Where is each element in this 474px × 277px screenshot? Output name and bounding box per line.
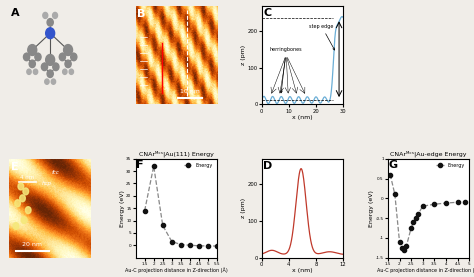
Circle shape xyxy=(41,63,47,71)
Line: Energy: Energy xyxy=(388,173,467,252)
X-axis label: Au-C projection distance in Z-direction (Å): Au-C projection distance in Z-direction … xyxy=(377,267,474,273)
Circle shape xyxy=(46,55,55,65)
Text: A: A xyxy=(11,7,20,17)
Circle shape xyxy=(46,28,55,39)
Text: 20 nm: 20 nm xyxy=(22,242,42,247)
Energy xyxy=(415,212,421,216)
Circle shape xyxy=(27,69,31,75)
Energy xyxy=(205,244,211,248)
Energy xyxy=(214,244,220,248)
Circle shape xyxy=(63,69,67,75)
Circle shape xyxy=(43,12,48,19)
X-axis label: Au-C projection distance in Z-direction (Å): Au-C projection distance in Z-direction … xyxy=(125,267,228,273)
Circle shape xyxy=(47,70,53,78)
Text: B: B xyxy=(137,9,146,19)
Energy xyxy=(169,240,174,243)
Energy xyxy=(431,202,437,206)
Circle shape xyxy=(71,53,77,61)
Energy xyxy=(160,224,165,227)
Text: C: C xyxy=(264,7,272,17)
Circle shape xyxy=(59,53,65,61)
Energy xyxy=(397,240,402,243)
Energy xyxy=(410,220,416,224)
Circle shape xyxy=(35,53,41,61)
Circle shape xyxy=(24,53,30,61)
Legend: Energy: Energy xyxy=(435,161,467,170)
Energy xyxy=(187,243,193,247)
Text: E: E xyxy=(11,162,19,172)
Circle shape xyxy=(53,63,59,71)
Energy xyxy=(420,204,426,208)
Energy xyxy=(401,248,407,251)
Circle shape xyxy=(23,188,28,195)
Circle shape xyxy=(51,79,55,84)
Legend: Energy: Energy xyxy=(182,161,215,170)
Line: Energy: Energy xyxy=(143,164,219,248)
Y-axis label: Energy (eV): Energy (eV) xyxy=(120,190,125,227)
Energy xyxy=(151,165,156,168)
Energy xyxy=(399,246,405,249)
Energy xyxy=(387,173,393,176)
Circle shape xyxy=(53,12,57,19)
Circle shape xyxy=(18,183,24,190)
Circle shape xyxy=(21,217,27,224)
Circle shape xyxy=(29,60,36,68)
Title: CNArᴹᶜˢ|Au(111) Energy: CNArᴹᶜˢ|Au(111) Energy xyxy=(139,151,214,158)
Energy xyxy=(392,193,398,196)
Circle shape xyxy=(15,200,20,207)
Text: G: G xyxy=(389,160,398,170)
Text: D: D xyxy=(264,161,273,171)
Text: 10 nm: 10 nm xyxy=(180,89,200,94)
Circle shape xyxy=(28,45,37,55)
Circle shape xyxy=(65,60,71,68)
Energy xyxy=(408,226,414,230)
Text: F: F xyxy=(137,160,144,170)
X-axis label: x (nm): x (nm) xyxy=(292,115,313,120)
Energy xyxy=(142,209,147,212)
Circle shape xyxy=(25,207,31,214)
Text: hcp: hcp xyxy=(42,181,52,186)
Energy xyxy=(404,244,410,247)
Circle shape xyxy=(64,45,73,55)
Energy xyxy=(178,243,183,246)
Title: CNArᴹᶜˢ|Au-edge Energy: CNArᴹᶜˢ|Au-edge Energy xyxy=(390,151,467,158)
Y-axis label: z (pm): z (pm) xyxy=(241,45,246,65)
Circle shape xyxy=(69,69,73,75)
Circle shape xyxy=(19,195,25,202)
Y-axis label: z (pm): z (pm) xyxy=(241,198,246,218)
Text: herringbones: herringbones xyxy=(270,47,302,93)
Energy xyxy=(462,201,467,204)
X-axis label: x (nm): x (nm) xyxy=(292,268,313,273)
Text: 4 nm: 4 nm xyxy=(20,175,35,179)
Y-axis label: Energy (eV): Energy (eV) xyxy=(369,190,374,227)
Energy xyxy=(455,201,460,204)
Text: step edge: step edge xyxy=(309,24,335,50)
Text: fcc: fcc xyxy=(52,170,60,175)
Circle shape xyxy=(33,69,38,75)
Circle shape xyxy=(13,222,19,229)
Circle shape xyxy=(45,79,49,84)
Energy xyxy=(196,244,202,247)
Energy xyxy=(413,216,419,220)
Energy xyxy=(443,201,449,205)
Circle shape xyxy=(47,19,53,26)
